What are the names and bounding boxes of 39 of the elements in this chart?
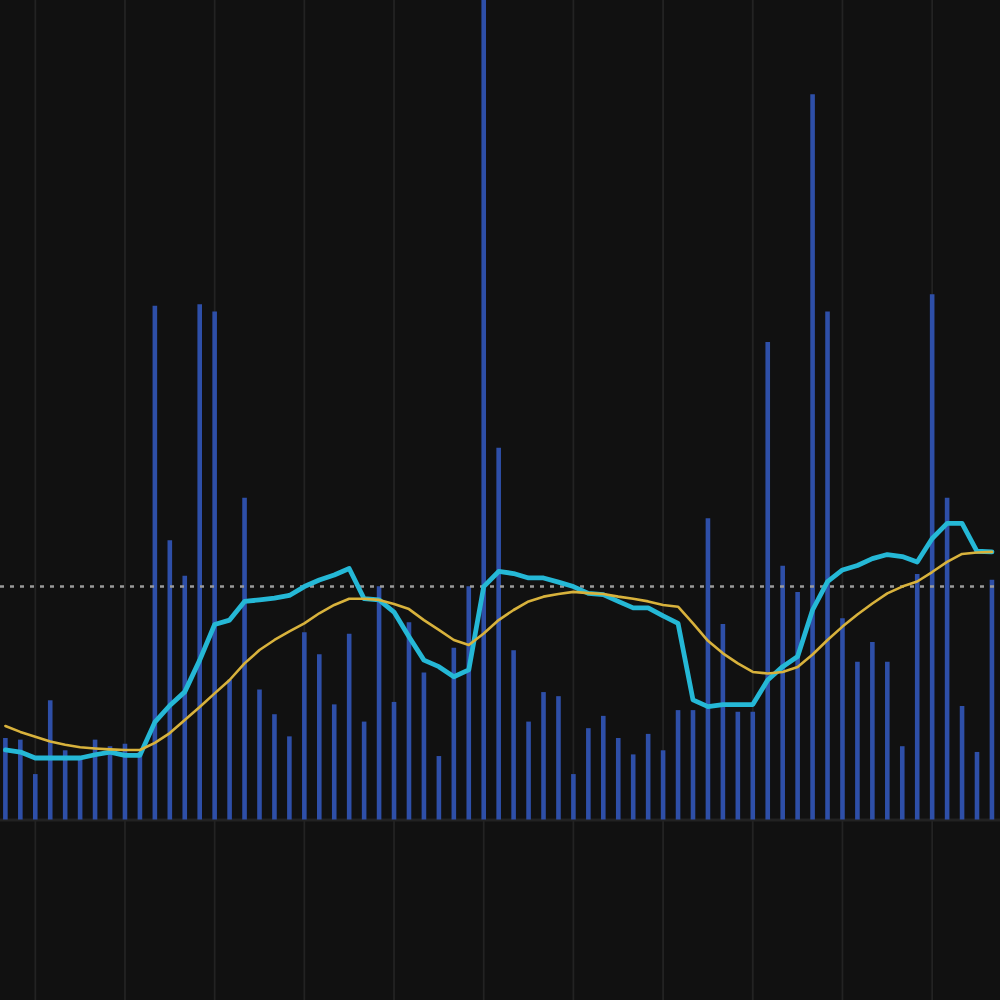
bar bbox=[899, 746, 905, 820]
bar bbox=[541, 692, 546, 820]
bar bbox=[571, 774, 576, 820]
bar bbox=[914, 573, 920, 820]
bar bbox=[825, 311, 830, 820]
bar bbox=[511, 650, 516, 820]
bar bbox=[810, 94, 815, 820]
bar bbox=[496, 447, 501, 820]
bar bbox=[287, 736, 292, 820]
bar bbox=[242, 497, 247, 820]
bar bbox=[466, 586, 472, 820]
bar bbox=[855, 661, 860, 820]
bar bbox=[212, 311, 217, 820]
bar bbox=[526, 721, 531, 820]
bar bbox=[601, 715, 606, 820]
bar bbox=[840, 618, 845, 820]
bar bbox=[630, 754, 636, 820]
bar bbox=[780, 565, 785, 820]
bar bbox=[227, 679, 232, 820]
bar bbox=[795, 592, 800, 820]
bar bbox=[18, 739, 23, 820]
bar bbox=[316, 654, 322, 820]
bar bbox=[481, 0, 487, 820]
bar bbox=[47, 700, 53, 820]
bar bbox=[302, 632, 307, 820]
bar bbox=[885, 661, 890, 820]
bar bbox=[750, 711, 756, 820]
bar bbox=[556, 696, 561, 820]
bar bbox=[615, 737, 621, 820]
bar bbox=[32, 774, 38, 820]
bar bbox=[182, 575, 188, 820]
bar bbox=[586, 728, 591, 820]
bar bbox=[257, 689, 262, 820]
bar bbox=[870, 642, 875, 820]
bar bbox=[272, 714, 277, 820]
bar bbox=[3, 737, 8, 820]
bar bbox=[197, 304, 203, 820]
bar bbox=[331, 704, 337, 820]
bar bbox=[765, 341, 771, 820]
